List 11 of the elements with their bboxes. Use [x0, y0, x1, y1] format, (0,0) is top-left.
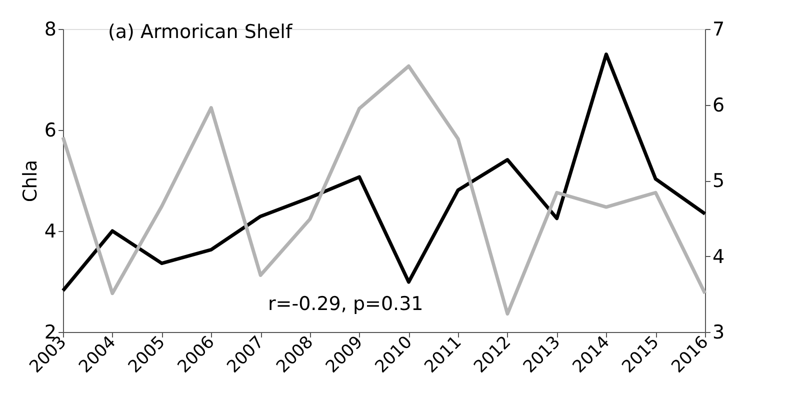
y-tick-label: 4 [44, 220, 56, 242]
y2-tick-label: 4 [712, 246, 725, 268]
y-axis-title: Chla [19, 160, 42, 202]
annotation: r=-0.29, p=0.31 [268, 293, 424, 315]
y2-tick-label: 7 [712, 18, 725, 40]
y-tick-label: 6 [44, 120, 56, 142]
y-tick-label: 8 [44, 18, 56, 40]
chart-title: (a) Armorican Shelf [108, 21, 294, 43]
y2-tick-label: 6 [712, 94, 725, 116]
y2-tick-label: 5 [712, 170, 725, 192]
y2-tick-label: 3 [712, 322, 725, 344]
